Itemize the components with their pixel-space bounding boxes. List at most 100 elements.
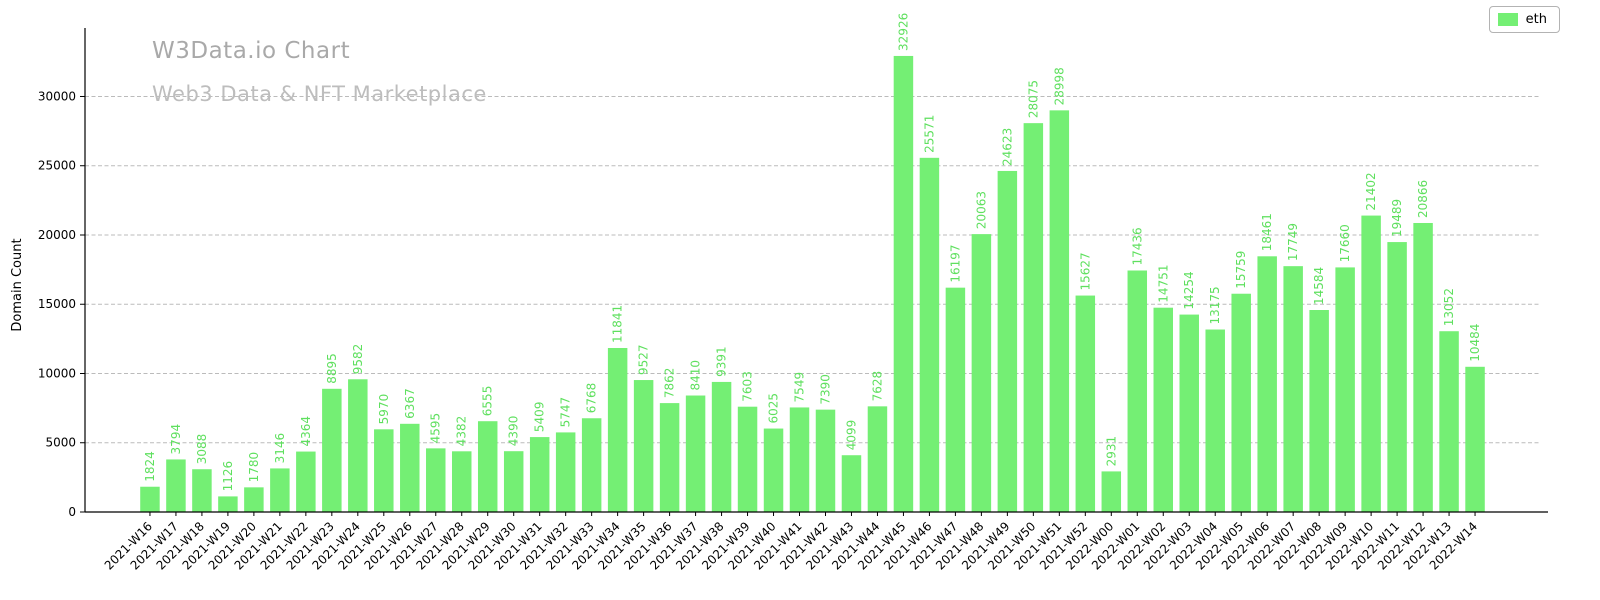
bar xyxy=(374,429,394,512)
bar xyxy=(451,451,472,512)
y-tick-label: 25000 xyxy=(38,159,76,173)
y-tick-label: 20000 xyxy=(38,228,76,242)
bar-value-label: 14254 xyxy=(1182,271,1196,309)
bar xyxy=(426,448,446,512)
bar xyxy=(815,409,836,512)
y-tick-label: 30000 xyxy=(38,89,76,103)
bar-value-label: 4390 xyxy=(507,416,521,447)
bar-value-label: 6025 xyxy=(767,393,781,424)
bar-value-label: 6768 xyxy=(585,383,599,414)
bar xyxy=(659,403,680,512)
bar-value-label: 10484 xyxy=(1468,324,1482,362)
bar xyxy=(1283,266,1303,512)
bar xyxy=(789,407,810,512)
bar xyxy=(581,418,602,512)
bar xyxy=(763,428,784,512)
bar xyxy=(166,459,186,512)
legend-swatch-eth xyxy=(1497,13,1518,26)
bar-value-label: 14584 xyxy=(1312,267,1326,305)
bar-value-label: 9391 xyxy=(715,346,729,377)
bar xyxy=(1179,314,1199,512)
bar-value-label: 7549 xyxy=(793,372,807,403)
bar xyxy=(607,347,628,512)
bar-value-label: 7628 xyxy=(870,371,884,402)
bar xyxy=(1023,123,1044,513)
bar-value-label: 4099 xyxy=(844,420,858,451)
bar-value-label: 15759 xyxy=(1234,251,1248,289)
bar-value-label: 3088 xyxy=(195,434,209,465)
bar xyxy=(244,487,264,512)
bar xyxy=(1231,293,1251,512)
bar-value-label: 3794 xyxy=(169,424,183,455)
bar-value-label: 17749 xyxy=(1286,223,1300,261)
y-tick-label: 15000 xyxy=(38,297,76,311)
chart-title: W3Data.io Chart xyxy=(152,38,351,64)
bar-value-label: 1780 xyxy=(247,452,261,483)
bar-value-label: 8895 xyxy=(325,353,339,384)
bar xyxy=(1465,366,1485,512)
bar-value-label: 16197 xyxy=(948,244,962,282)
bar xyxy=(1153,307,1174,512)
bar-value-label: 21402 xyxy=(1364,172,1378,210)
bar-value-label: 14751 xyxy=(1156,265,1170,303)
bar-value-label: 9527 xyxy=(637,344,651,375)
bar-value-label: 6555 xyxy=(481,386,495,417)
bar-value-label: 17436 xyxy=(1130,227,1144,265)
bar xyxy=(841,455,862,512)
legend-label-eth: eth xyxy=(1525,12,1547,27)
bar xyxy=(322,388,342,512)
bar-value-label: 32926 xyxy=(896,13,910,51)
bar-value-label: 25571 xyxy=(922,115,936,153)
bar xyxy=(971,234,992,513)
bar-value-label: 7390 xyxy=(818,374,832,405)
bar xyxy=(400,423,420,512)
bar-value-label: 17660 xyxy=(1338,224,1352,262)
bar-value-label: 7603 xyxy=(741,371,755,402)
bar xyxy=(1205,329,1225,512)
bar-value-label: 2931 xyxy=(1104,436,1118,467)
bar-value-label: 20063 xyxy=(974,191,988,229)
y-tick-label: 10000 xyxy=(38,366,76,380)
bar-value-label: 7862 xyxy=(663,368,677,399)
bar xyxy=(997,170,1018,512)
bar-value-label: 24623 xyxy=(1000,128,1014,166)
bar-value-label: 4364 xyxy=(299,416,313,447)
bar-value-label: 20866 xyxy=(1416,180,1430,218)
bar xyxy=(945,287,966,512)
bar-value-label: 15627 xyxy=(1078,252,1092,290)
bar xyxy=(1257,256,1277,512)
bar xyxy=(711,381,732,512)
legend: eth xyxy=(1488,6,1560,33)
bar xyxy=(477,421,498,512)
bar xyxy=(503,451,524,512)
bar xyxy=(1127,270,1148,512)
bar-value-label: 19489 xyxy=(1390,199,1404,237)
bar-value-label: 13052 xyxy=(1442,288,1456,326)
bar xyxy=(270,468,290,512)
bar-value-label: 3146 xyxy=(273,433,287,464)
bar xyxy=(893,55,914,512)
bar xyxy=(919,157,940,512)
bar xyxy=(192,469,212,512)
bar xyxy=(218,496,238,512)
bar-value-label: 5747 xyxy=(559,397,573,428)
chart-subtitle: Web3 Data & NFT Marketplace xyxy=(152,82,487,106)
bar xyxy=(737,406,758,512)
bar xyxy=(867,406,888,512)
bar-value-label: 5409 xyxy=(533,402,547,433)
bar xyxy=(1413,222,1433,513)
bar xyxy=(685,395,706,512)
bar xyxy=(296,451,316,512)
bar-value-label: 28998 xyxy=(1052,67,1066,105)
bar-value-label: 11841 xyxy=(611,305,625,343)
y-axis-label: Domain Count xyxy=(10,238,25,332)
bar xyxy=(555,432,576,512)
bar xyxy=(1335,267,1355,512)
bar-value-label: 13175 xyxy=(1208,286,1222,324)
bar-value-label: 9582 xyxy=(351,344,365,375)
bar-value-label: 4382 xyxy=(455,416,469,447)
bar-value-label: 1824 xyxy=(143,451,157,482)
bar xyxy=(348,379,368,512)
bar xyxy=(529,437,550,512)
bar xyxy=(1387,242,1407,512)
